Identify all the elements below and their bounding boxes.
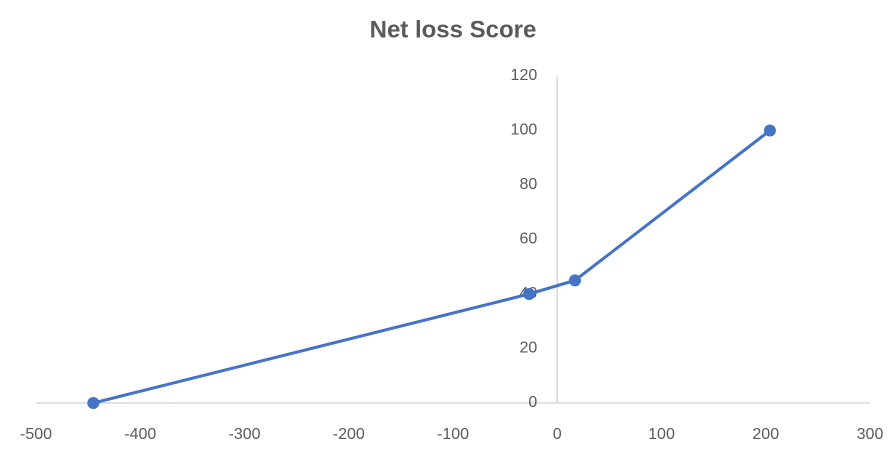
chart-title: Net loss Score	[370, 16, 537, 43]
x-tick-label: 0	[553, 426, 562, 443]
data-point	[763, 124, 776, 137]
x-tick-label: -500	[20, 426, 52, 443]
x-tick-label: 300	[857, 426, 884, 443]
data-point	[523, 288, 536, 300]
data-point	[568, 274, 581, 287]
data-point	[87, 397, 100, 409]
y-tick-label: 120	[511, 67, 538, 84]
x-tick-label: -300	[228, 426, 260, 443]
x-tick-label: 100	[648, 426, 675, 443]
y-tick-label: 60	[519, 231, 537, 248]
x-tick-label: -200	[333, 426, 365, 443]
x-tick-label: -100	[437, 426, 469, 443]
series-line	[92, 129, 771, 405]
y-tick-label: 0	[528, 394, 537, 411]
x-tick-label: 200	[752, 426, 779, 443]
y-tick-label: 20	[519, 340, 537, 357]
x-tick-label: -400	[124, 426, 156, 443]
y-tick-label: 80	[519, 176, 537, 193]
y-tick-label: 100	[511, 122, 538, 139]
